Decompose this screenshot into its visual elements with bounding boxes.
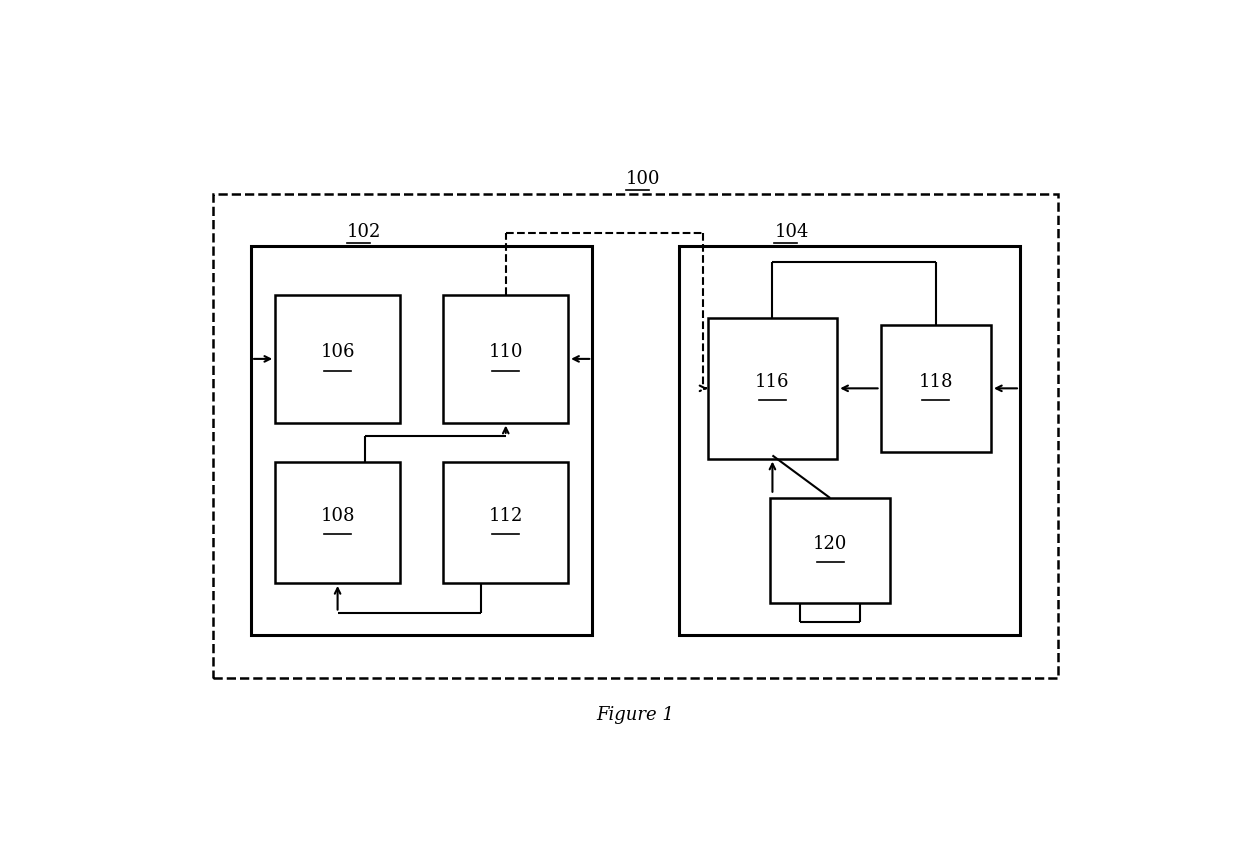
Text: 106: 106 bbox=[320, 343, 355, 361]
Bar bbox=[678, 246, 1019, 636]
Text: 118: 118 bbox=[919, 373, 954, 391]
Bar bbox=[250, 246, 593, 636]
Bar bbox=[444, 295, 568, 422]
Text: 112: 112 bbox=[489, 507, 523, 525]
Bar bbox=[275, 295, 401, 422]
Text: 100: 100 bbox=[626, 170, 661, 189]
Text: Figure 1: Figure 1 bbox=[596, 706, 675, 724]
Text: 104: 104 bbox=[774, 223, 808, 241]
Bar bbox=[770, 498, 890, 603]
Bar bbox=[213, 194, 1058, 678]
Bar bbox=[880, 325, 991, 452]
Text: 120: 120 bbox=[813, 535, 847, 552]
Bar bbox=[444, 462, 568, 583]
Text: 108: 108 bbox=[320, 507, 355, 525]
Bar bbox=[708, 318, 837, 459]
Text: 110: 110 bbox=[489, 343, 523, 361]
Bar bbox=[275, 462, 401, 583]
Text: 102: 102 bbox=[347, 223, 381, 241]
Text: 116: 116 bbox=[755, 373, 790, 391]
